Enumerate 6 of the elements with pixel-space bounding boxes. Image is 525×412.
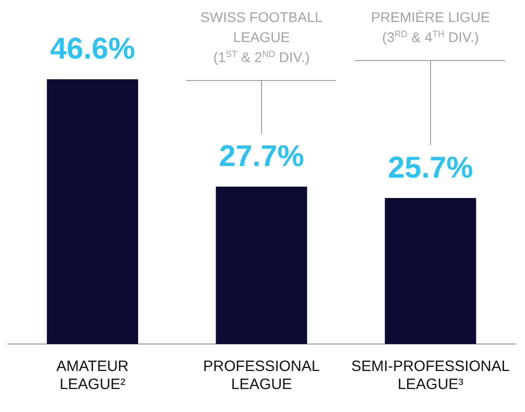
x-tick-label: PROFESSIONAL LEAGUE — [203, 358, 320, 394]
data-label: 27.7% — [218, 140, 304, 173]
x-tick-label: AMATEUR LEAGUE² — [56, 358, 129, 394]
data-label: 25.7% — [388, 151, 474, 184]
data-label: 46.6% — [50, 32, 136, 66]
x-tick-label: SEMI-PROFESSIONAL LEAGUE³ — [351, 358, 510, 394]
